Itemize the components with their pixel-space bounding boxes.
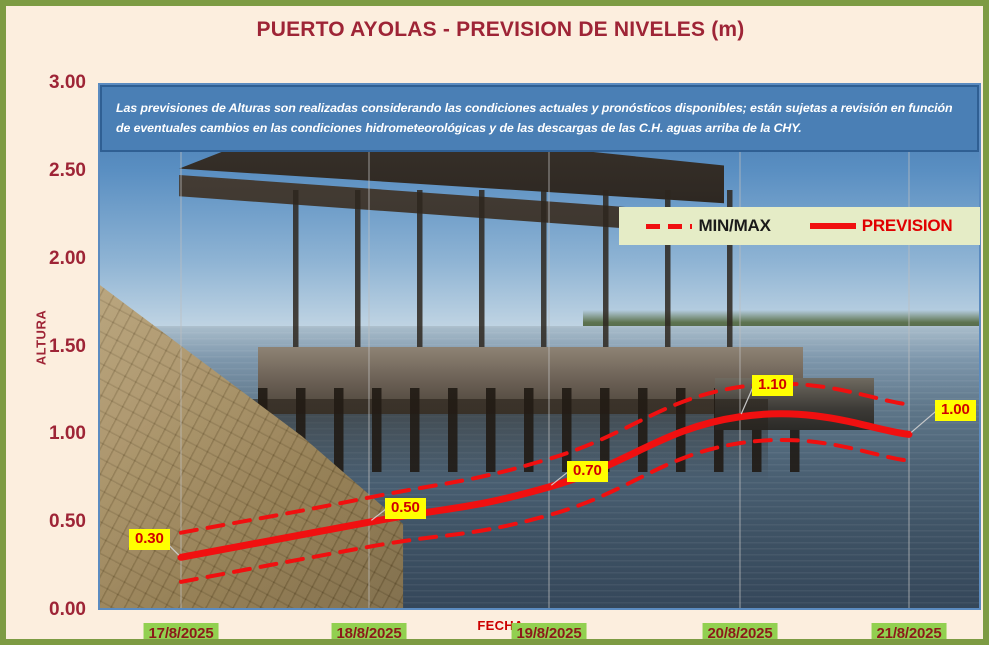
data-label: 0.70 bbox=[567, 461, 608, 482]
y-axis-tick-label: 0.00 bbox=[49, 599, 86, 620]
x-axis-tick-label: 20/8/2025 bbox=[702, 623, 778, 639]
data-label: 1.00 bbox=[935, 400, 976, 422]
legend-label-prevision: PREVISION bbox=[861, 216, 953, 235]
y-axis-tick-label: 2.50 bbox=[49, 159, 86, 181]
x-axis-tick-label: 18/8/2025 bbox=[331, 623, 407, 639]
x-axis-tick-label: 17/8/2025 bbox=[143, 623, 219, 639]
dashed-line-icon bbox=[646, 223, 693, 229]
y-axis-tick-label: 0.50 bbox=[49, 511, 86, 533]
forecast-disclaimer-note: Las previsiones de Alturas son realizada… bbox=[100, 85, 979, 153]
data-label: 0.30 bbox=[129, 529, 170, 551]
y-axis-tick-label: 2.00 bbox=[49, 247, 86, 269]
solid-line-icon bbox=[809, 223, 856, 229]
legend-entry-minmax: MIN/MAX bbox=[646, 216, 771, 236]
legend-label-minmax: MIN/MAX bbox=[698, 216, 771, 235]
data-label: 1.10 bbox=[752, 374, 793, 396]
x-axis-tick-label: 19/8/2025 bbox=[511, 623, 587, 639]
data-label: 0.50 bbox=[385, 498, 426, 519]
y-axis-tick-label: 1.00 bbox=[49, 423, 86, 445]
x-axis-tick-label: 21/8/2025 bbox=[871, 623, 947, 639]
y-axis-tick-label: 1.50 bbox=[49, 335, 86, 357]
chart-title: PUERTO AYOLAS - PREVISION DE NIVELES (m) bbox=[256, 18, 745, 41]
y-axis-tick-label: 3.00 bbox=[49, 72, 86, 93]
chart-legend: MIN/MAX PREVISION bbox=[619, 207, 980, 245]
legend-entry-prevision: PREVISION bbox=[809, 216, 953, 236]
plot-area bbox=[98, 83, 981, 610]
